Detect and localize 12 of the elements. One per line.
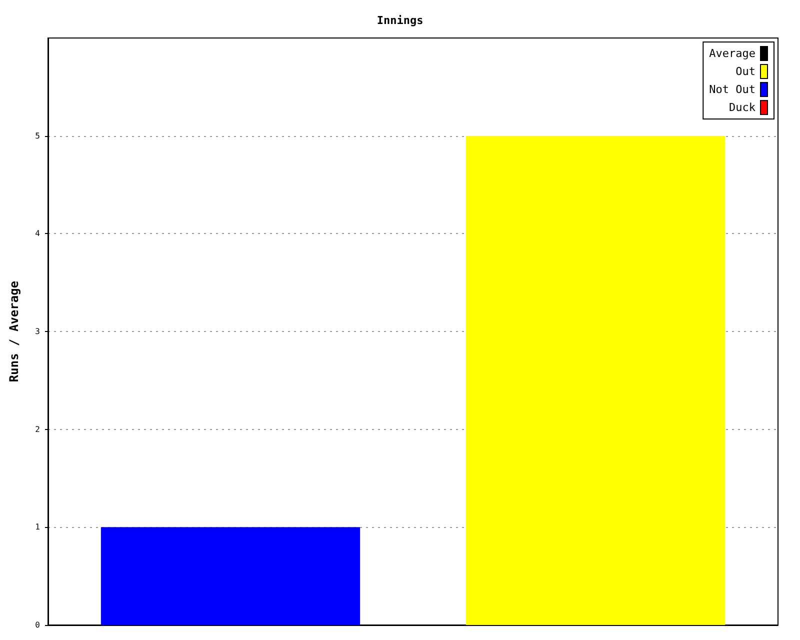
y-axis-title: Runs / Average (7, 280, 21, 382)
y-tick-label: 4 (35, 229, 40, 238)
y-tick-label: 5 (35, 131, 40, 140)
y-tick-label: 3 (35, 327, 40, 336)
legend-label: Average (709, 47, 756, 60)
y-tick-label: 1 (35, 522, 40, 532)
legend-label: Out (736, 65, 756, 78)
chart-title: Innings (376, 14, 424, 27)
legend-label: Not Out (709, 83, 756, 96)
y-tick-label: 2 (35, 424, 40, 434)
legend-label: Duck (729, 101, 756, 114)
y-tick-label: 0 (35, 620, 40, 630)
